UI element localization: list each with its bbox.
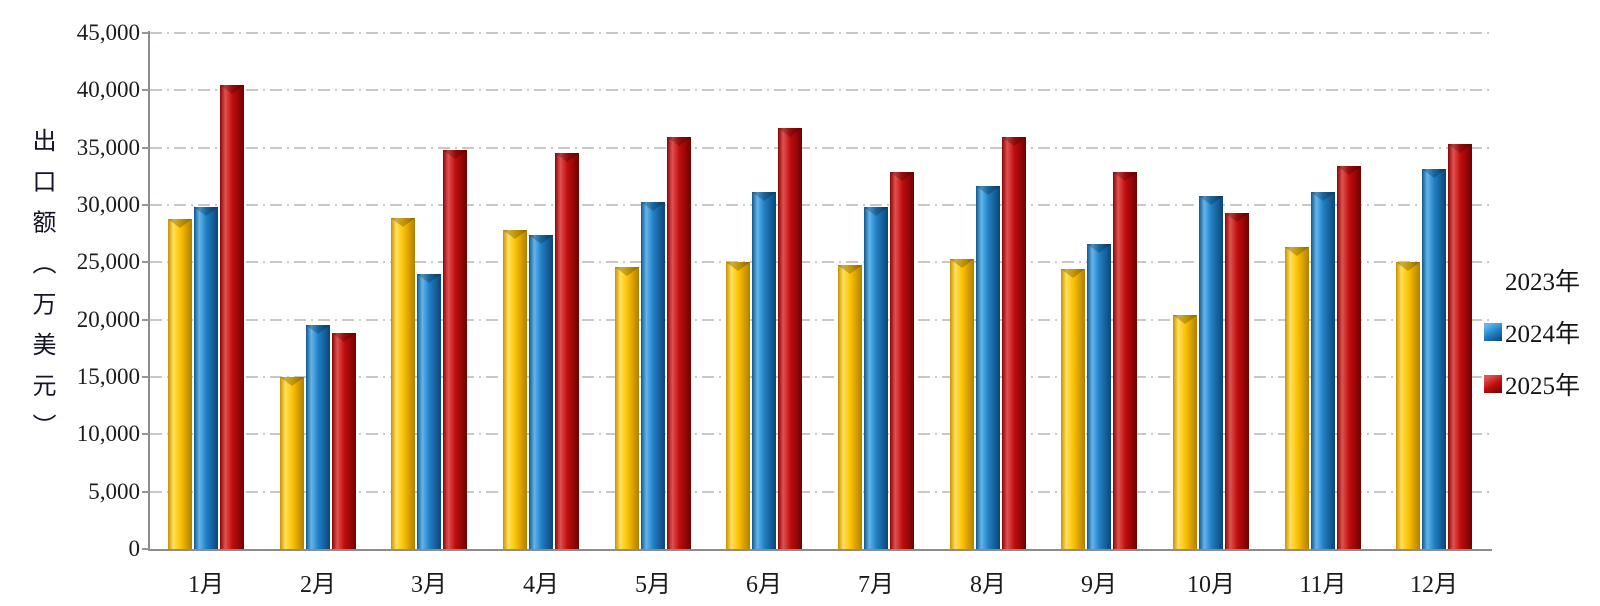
gridline [150, 433, 1490, 436]
bar-2025年-5月 [667, 137, 691, 549]
bar-2025年-11月 [1337, 166, 1361, 549]
bar-2025年-9月 [1113, 172, 1137, 549]
gridline [150, 376, 1490, 378]
x-tick-label: 10月 [1187, 572, 1235, 598]
gridline [150, 146, 1490, 149]
bar-2024年-5月 [641, 202, 665, 549]
y-tick-mark [142, 433, 149, 436]
bar-2023年-2月 [280, 377, 304, 549]
bar-2024年-11月 [1311, 192, 1335, 549]
bar-2024年-10月 [1199, 196, 1223, 549]
legend-label-2024: 2024年 [1505, 321, 1581, 348]
legend-swatch-2024-icon [1484, 323, 1502, 341]
x-tick-label: 2月 [300, 572, 336, 598]
legend-swatch-2025-icon [1484, 375, 1502, 393]
gridline [150, 318, 1490, 321]
bar-2025年-8月 [1002, 137, 1026, 549]
y-tick-mark [142, 318, 149, 321]
y-tick-label: 45,000 [76, 20, 140, 45]
y-tick-label: 40,000 [76, 77, 140, 103]
gridline [150, 204, 1490, 206]
legend-label-2023: 2023年 [1505, 269, 1581, 296]
x-tick-label: 4月 [523, 572, 559, 598]
y-tick-label: 20,000 [76, 306, 140, 332]
bar-2025年-2月 [332, 333, 356, 549]
bar-2025年-7月 [890, 172, 914, 549]
bar-2024年-7月 [864, 207, 888, 549]
y-tick-mark [142, 490, 149, 493]
legend-label-2025: 2025年 [1505, 373, 1581, 400]
bar-2023年-1月 [168, 219, 192, 549]
y-tick-mark [142, 548, 149, 550]
x-tick-label: 6月 [746, 572, 782, 598]
bar-2025年-12月 [1448, 144, 1472, 549]
x-tick-label: 9月 [1081, 572, 1117, 598]
gridline [150, 32, 1490, 34]
y-tick-mark [142, 89, 149, 92]
legend-item-2024: 2024年 [1484, 318, 1580, 348]
bar-2024年-1月 [194, 207, 218, 549]
bar-2025年-10月 [1225, 213, 1249, 549]
x-tick-label: 8月 [970, 572, 1006, 598]
y-axis-line [148, 31, 150, 551]
bar-2024年-9月 [1087, 244, 1111, 549]
plot-area [150, 32, 1490, 549]
x-tick-label: 5月 [635, 572, 671, 598]
y-tick-label: 0 [128, 536, 141, 561]
y-tick-label: 30,000 [76, 192, 140, 217]
bar-2023年-3月 [391, 218, 415, 549]
bar-2023年-4月 [503, 230, 527, 549]
bar-2025年-6月 [778, 128, 802, 549]
bar-2025年-1月 [220, 85, 244, 549]
x-tick-label: 11月 [1299, 572, 1347, 598]
x-tick-label: 1月 [188, 572, 224, 598]
y-tick-label: 25,000 [76, 249, 140, 275]
bar-2024年-12月 [1422, 169, 1446, 549]
bar-2023年-8月 [950, 259, 974, 549]
y-tick-label: 15,000 [76, 364, 140, 389]
gridline [150, 490, 1490, 493]
bar-2025年-4月 [555, 153, 579, 549]
bar-2024年-3月 [417, 274, 441, 549]
y-tick-label: 10,000 [76, 421, 140, 447]
legend-swatch-2023-icon [1484, 271, 1502, 289]
bar-2023年-12月 [1396, 262, 1420, 549]
bar-2024年-2月 [306, 325, 330, 549]
bar-2023年-6月 [726, 262, 750, 549]
bar-2023年-7月 [838, 265, 862, 549]
bar-2023年-10月 [1173, 315, 1197, 549]
y-tick-label: 5,000 [88, 478, 140, 504]
y-tick-mark [142, 146, 149, 149]
y-tick-mark [142, 261, 149, 264]
x-tick-label: 3月 [411, 572, 447, 598]
gridline [150, 89, 1490, 92]
legend-item-2025: 2025年 [1484, 370, 1580, 400]
y-tick-label: 35,000 [76, 134, 140, 160]
bar-2023年-5月 [615, 267, 639, 549]
y-tick-mark [142, 32, 149, 34]
bar-2024年-4月 [529, 235, 553, 549]
x-tick-label: 12月 [1410, 572, 1458, 598]
bar-2023年-9月 [1061, 269, 1085, 549]
y-tick-mark [142, 376, 149, 378]
y-tick-mark [142, 204, 149, 206]
y-axis-title: 出口额（万美元） [28, 128, 54, 455]
bar-2025年-3月 [443, 150, 467, 549]
legend-item-2023: 2023年 [1484, 266, 1580, 296]
bar-2024年-8月 [976, 186, 1000, 549]
legend: 2023年 2024年 2025年 [1484, 266, 1580, 422]
x-tick-label: 7月 [858, 572, 894, 598]
gridline [150, 261, 1490, 264]
bar-2023年-11月 [1285, 247, 1309, 549]
x-axis-line [148, 549, 1492, 551]
bar-2024年-6月 [752, 192, 776, 549]
